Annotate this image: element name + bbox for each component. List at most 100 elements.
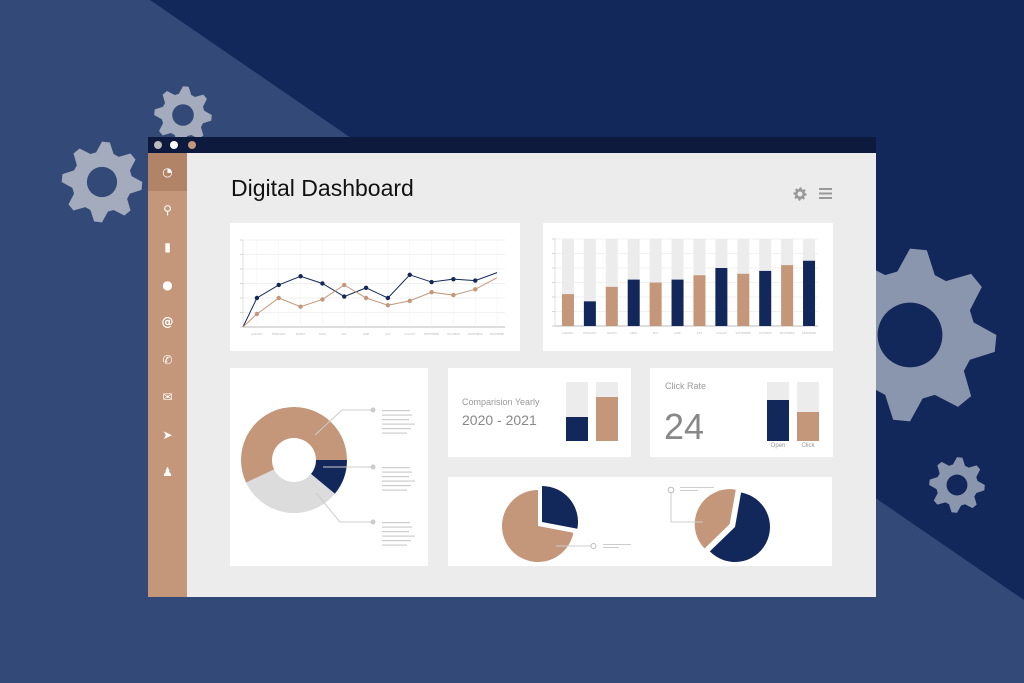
legend-text-line <box>382 428 411 430</box>
legend-text-line <box>680 490 698 491</box>
sidebar-item-dashboard[interactable]: ◔ <box>148 153 187 191</box>
data-point <box>342 282 347 288</box>
menu-icon[interactable] <box>819 187 832 200</box>
donut-slice <box>310 460 347 494</box>
bar <box>627 279 640 326</box>
x-tick-label: SEPTEMBER <box>736 331 752 335</box>
x-tick-label: OCTOBER <box>447 332 460 336</box>
pie-slice <box>502 490 574 562</box>
leader-dot <box>667 486 675 494</box>
bar-chart-icon: ▮ <box>164 240 171 254</box>
bar <box>693 275 706 326</box>
gear-hole <box>172 104 194 126</box>
leader-line <box>670 493 703 523</box>
data-point <box>276 282 281 288</box>
x-tick-label: DECEMBER <box>802 331 817 335</box>
sidebar-item-send[interactable]: ➤ <box>148 416 187 454</box>
leader-dot <box>370 519 376 525</box>
sidebar-item-search[interactable]: ⚲ <box>148 191 187 229</box>
bar <box>803 260 816 326</box>
bar <box>671 279 684 326</box>
x-tick-label: JUNE <box>673 331 681 335</box>
x-tick-label: AUGUST <box>716 331 727 335</box>
donut-slice <box>241 407 347 483</box>
bar <box>737 273 750 326</box>
x-tick-label: JANUARY <box>561 331 574 335</box>
x-tick-label: AUGUST <box>404 332 415 336</box>
gear-hole <box>797 191 803 197</box>
bar <box>715 268 728 326</box>
legend-text-line <box>382 535 415 537</box>
x-tick-label: DECEMBER <box>490 332 505 336</box>
bar <box>583 301 596 326</box>
data-point <box>298 304 303 309</box>
mini-bar <box>566 417 588 441</box>
legend-text <box>382 467 415 491</box>
phone-icon: ✆ <box>162 352 173 367</box>
legend-text-line <box>382 531 409 533</box>
legend-text-line <box>382 526 412 528</box>
click-rate-label: Click Rate <box>665 381 707 391</box>
x-tick-label: NOVEMBER <box>468 332 483 336</box>
series-line <box>242 277 498 328</box>
legend-text-line <box>382 540 411 542</box>
legend-text <box>382 522 415 546</box>
sidebar-item-at[interactable]: @ <box>148 303 187 341</box>
legend-text-line <box>382 480 415 482</box>
window-minimize-button[interactable] <box>170 141 178 149</box>
leader-dot <box>370 407 376 413</box>
data-point <box>320 281 325 286</box>
mail-icon: ✉ <box>162 390 173 404</box>
at-icon: @ <box>161 315 174 329</box>
mini-bar-track <box>767 382 789 441</box>
data-point <box>451 292 456 298</box>
legend-text-line <box>382 432 407 434</box>
leader-line <box>314 409 373 436</box>
gear-icon <box>154 86 212 144</box>
gear-hole <box>946 474 968 496</box>
sidebar-item-chat[interactable]: ● <box>148 266 187 304</box>
bar-chart: JANUARY FEBRUARY MARCH APRIL MAY JUNE JULY AUGU… <box>552 238 818 335</box>
data-point <box>363 295 369 301</box>
data-point <box>451 276 456 282</box>
data-point <box>473 278 478 283</box>
data-point <box>473 287 478 292</box>
x-tick-label: JULY <box>384 332 391 336</box>
bar <box>605 286 618 326</box>
x-tick-label: JANUARY <box>250 332 263 336</box>
comparison-card: Comparision Yearly 2020 - 2021 <box>448 368 631 457</box>
sidebar-item-bar-chart[interactable]: ▮ <box>148 228 187 266</box>
mini-bar <box>767 399 789 441</box>
x-tick-label: SEPTEMBER <box>424 332 440 336</box>
comparison-range: 2020 - 2021 <box>462 412 537 428</box>
legend-text-line <box>382 467 410 469</box>
legend-text-line <box>382 489 407 491</box>
bar-chart-card: JANUARY FEBRUARY MARCH APRIL MAY JUNE JULY AUGU… <box>543 223 833 351</box>
donut-slice <box>246 469 335 513</box>
leader-line <box>315 492 373 523</box>
user-icon: ♟ <box>162 465 173 479</box>
settings-gear-icon[interactable] <box>793 187 807 201</box>
mini-bar-track <box>797 382 819 441</box>
leader-dot <box>590 543 597 549</box>
sidebar-item-mail[interactable]: ✉ <box>148 378 187 416</box>
data-point <box>407 272 412 277</box>
data-point <box>407 298 412 304</box>
gear-icon <box>929 457 985 513</box>
window-maximize-button[interactable] <box>188 141 196 149</box>
line-chart: JANUARY FEBRUARY MARCH APRIL MAY JUNE JULY AUGU… <box>240 239 505 336</box>
sidebar-item-phone[interactable]: ✆ <box>148 341 187 379</box>
x-tick-label: JUNE <box>362 332 370 336</box>
mini-bar-label: Open <box>770 443 786 449</box>
data-point <box>320 297 325 302</box>
legend-text <box>382 410 415 434</box>
title-bar <box>148 137 876 153</box>
window-close-button[interactable] <box>154 141 162 149</box>
legend-text-line <box>382 419 409 421</box>
line-chart-card: JANUARY FEBRUARY MARCH APRIL MAY JUNE JULY AUGU… <box>230 223 520 351</box>
mini-bar <box>596 396 618 441</box>
bar <box>561 294 574 326</box>
mini-bar <box>797 411 819 441</box>
sidebar-item-user[interactable]: ♟ <box>148 453 187 491</box>
bar <box>649 282 662 326</box>
